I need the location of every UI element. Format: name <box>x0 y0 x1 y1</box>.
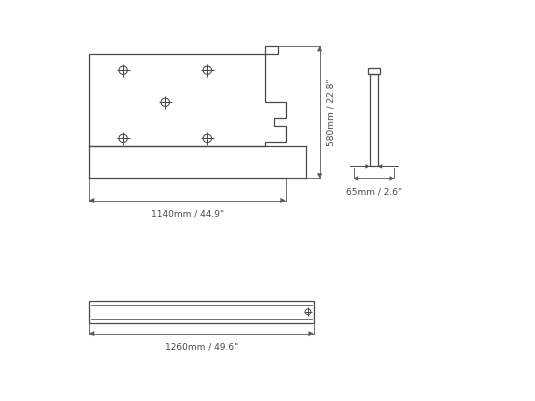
Text: 1140mm / 44.9": 1140mm / 44.9" <box>151 209 224 218</box>
Polygon shape <box>365 164 370 168</box>
Polygon shape <box>89 331 94 336</box>
Polygon shape <box>389 176 394 180</box>
Bar <box>265 46 278 54</box>
Polygon shape <box>317 46 322 51</box>
Polygon shape <box>354 176 358 180</box>
Polygon shape <box>308 331 314 336</box>
Polygon shape <box>317 173 322 178</box>
Bar <box>89 301 314 323</box>
Text: 1260mm / 49.6": 1260mm / 49.6" <box>165 342 238 351</box>
Text: 65mm / 2.6": 65mm / 2.6" <box>346 187 402 196</box>
Bar <box>370 74 378 166</box>
Polygon shape <box>89 198 94 203</box>
Bar <box>368 68 380 74</box>
Polygon shape <box>280 198 286 203</box>
Polygon shape <box>378 164 382 168</box>
Text: 580mm / 22.8": 580mm / 22.8" <box>327 79 336 146</box>
